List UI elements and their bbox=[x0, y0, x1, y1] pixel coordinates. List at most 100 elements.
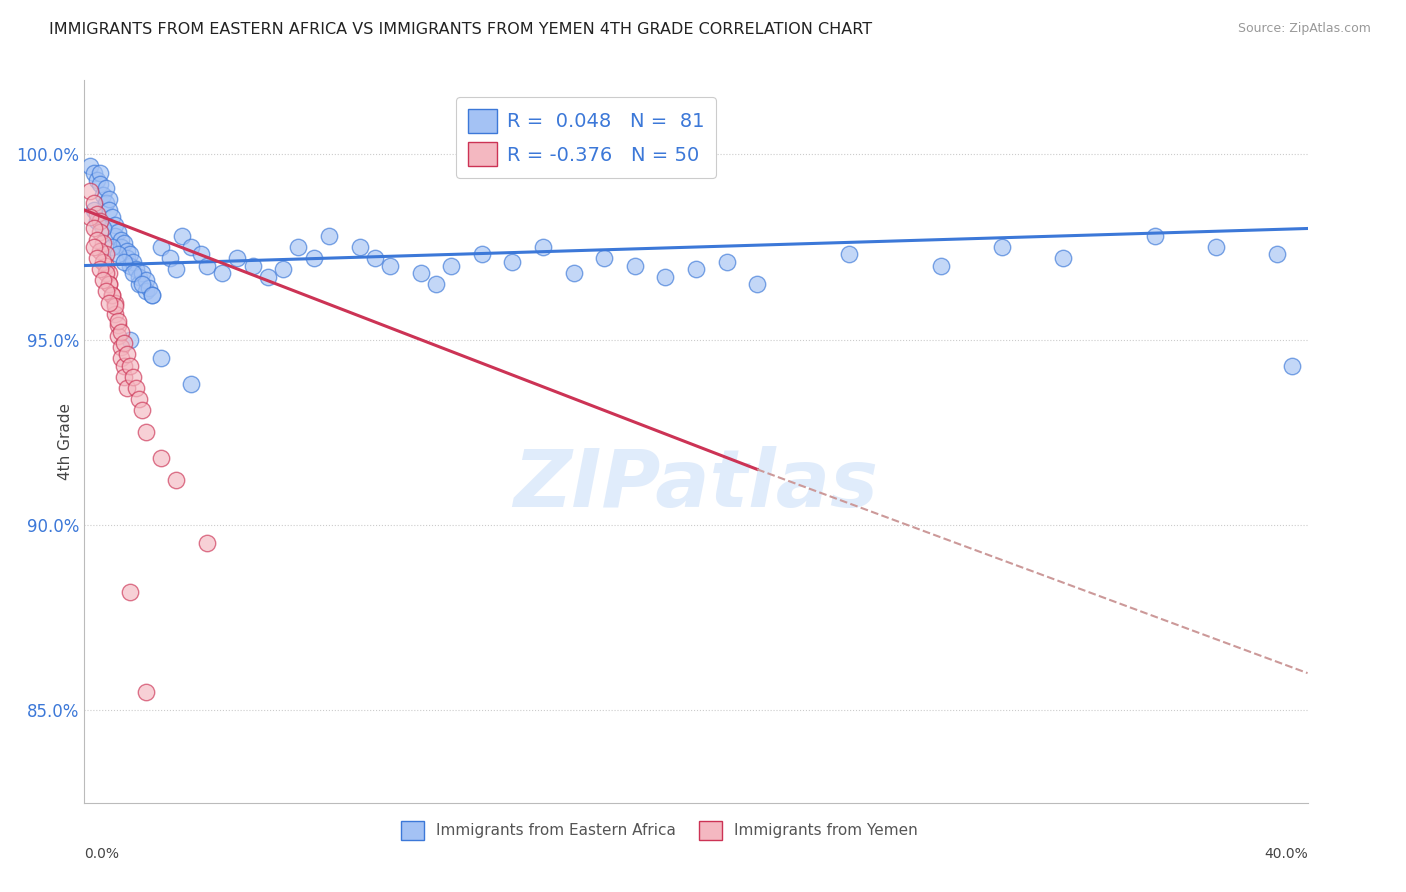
Text: 0.0%: 0.0% bbox=[84, 847, 120, 862]
Point bbox=[83, 221, 105, 235]
Point bbox=[112, 359, 135, 373]
Point bbox=[97, 266, 120, 280]
Point bbox=[1052, 251, 1074, 265]
Point bbox=[1281, 359, 1303, 373]
Y-axis label: 4th Grade: 4th Grade bbox=[58, 403, 73, 480]
Point bbox=[94, 247, 117, 261]
Point bbox=[180, 377, 202, 392]
Point bbox=[128, 392, 150, 406]
Point bbox=[593, 251, 616, 265]
Point bbox=[165, 474, 187, 488]
Point bbox=[349, 240, 371, 254]
Point bbox=[991, 240, 1014, 254]
Point bbox=[107, 318, 129, 332]
Point bbox=[257, 269, 280, 284]
Text: IMMIGRANTS FROM EASTERN AFRICA VS IMMIGRANTS FROM YEMEN 4TH GRADE CORRELATION CH: IMMIGRANTS FROM EASTERN AFRICA VS IMMIGR… bbox=[49, 22, 872, 37]
Point bbox=[79, 159, 101, 173]
Point bbox=[122, 266, 145, 280]
Point bbox=[97, 192, 120, 206]
Point bbox=[135, 285, 157, 299]
Point bbox=[110, 351, 132, 366]
Point bbox=[440, 259, 463, 273]
Point bbox=[120, 584, 142, 599]
Point bbox=[685, 262, 707, 277]
Point bbox=[107, 225, 129, 239]
Point bbox=[83, 166, 105, 180]
Point bbox=[83, 195, 105, 210]
Point bbox=[91, 188, 114, 202]
Point bbox=[86, 251, 108, 265]
Point bbox=[122, 255, 145, 269]
Legend: Immigrants from Eastern Africa, Immigrants from Yemen: Immigrants from Eastern Africa, Immigran… bbox=[395, 815, 924, 846]
Point bbox=[94, 180, 117, 194]
Point bbox=[120, 359, 142, 373]
Point bbox=[112, 369, 135, 384]
Point bbox=[97, 295, 120, 310]
Point bbox=[131, 266, 153, 280]
Point bbox=[149, 451, 172, 466]
Point bbox=[104, 299, 127, 313]
Point bbox=[654, 269, 676, 284]
Point bbox=[110, 325, 132, 339]
Point bbox=[838, 247, 860, 261]
Point bbox=[211, 266, 233, 280]
Point bbox=[79, 185, 101, 199]
Point bbox=[122, 369, 145, 384]
Point bbox=[180, 240, 202, 254]
Point bbox=[86, 214, 108, 228]
Point bbox=[120, 333, 142, 347]
Point bbox=[104, 295, 127, 310]
Text: Source: ZipAtlas.com: Source: ZipAtlas.com bbox=[1237, 22, 1371, 36]
Point bbox=[91, 273, 114, 287]
Point bbox=[531, 240, 554, 254]
Point bbox=[135, 273, 157, 287]
Point bbox=[135, 425, 157, 440]
Point bbox=[120, 259, 142, 273]
Point bbox=[86, 207, 108, 221]
Point bbox=[89, 244, 111, 258]
Point bbox=[271, 262, 294, 277]
Point bbox=[104, 307, 127, 321]
Point bbox=[318, 228, 340, 243]
Point bbox=[302, 251, 325, 265]
Point bbox=[195, 536, 218, 550]
Point bbox=[747, 277, 769, 291]
Point bbox=[502, 255, 524, 269]
Point bbox=[89, 214, 111, 228]
Point bbox=[89, 225, 111, 239]
Point bbox=[131, 277, 153, 291]
Point bbox=[97, 202, 120, 217]
Point bbox=[83, 240, 105, 254]
Point bbox=[138, 281, 160, 295]
Point bbox=[172, 228, 194, 243]
Point bbox=[86, 173, 108, 187]
Point bbox=[115, 347, 138, 361]
Point bbox=[226, 251, 249, 265]
Point bbox=[141, 288, 163, 302]
Text: 40.0%: 40.0% bbox=[1264, 847, 1308, 862]
Point bbox=[86, 233, 108, 247]
Point bbox=[110, 340, 132, 354]
Point bbox=[409, 266, 432, 280]
Point bbox=[287, 240, 309, 254]
Point bbox=[1205, 240, 1227, 254]
Point bbox=[112, 336, 135, 351]
Point bbox=[380, 259, 402, 273]
Point bbox=[104, 228, 127, 243]
Point bbox=[101, 288, 124, 302]
Text: ZIPatlas: ZIPatlas bbox=[513, 446, 879, 524]
Point bbox=[89, 166, 111, 180]
Point bbox=[101, 288, 124, 302]
Point bbox=[101, 211, 124, 225]
Point bbox=[89, 177, 111, 191]
Point bbox=[624, 259, 647, 273]
Point bbox=[91, 221, 114, 235]
Point bbox=[364, 251, 387, 265]
Point bbox=[125, 262, 148, 277]
Point bbox=[120, 247, 142, 261]
Point bbox=[159, 251, 181, 265]
Point bbox=[1265, 247, 1288, 261]
Point bbox=[89, 262, 111, 277]
Point bbox=[242, 259, 264, 273]
Point bbox=[135, 684, 157, 698]
